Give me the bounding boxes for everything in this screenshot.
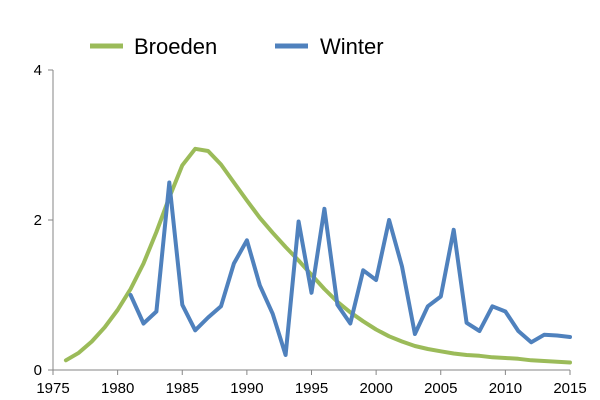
y-tick-label: 2 (34, 212, 42, 229)
x-tick-label: 1980 (101, 380, 134, 397)
x-tick-label: 2010 (489, 380, 522, 397)
x-tick-label: 2015 (553, 380, 586, 397)
series-layer (63, 146, 572, 365)
series-line-winter (128, 180, 572, 357)
x-tick-label: 1985 (166, 380, 199, 397)
series-line-broeden (63, 146, 572, 365)
x-tick-label: 2000 (359, 380, 392, 397)
legend: Broeden Winter (90, 34, 384, 59)
y-tick-label: 0 (34, 362, 42, 379)
legend-label-winter: Winter (320, 34, 384, 59)
x-tick-label: 1990 (230, 380, 263, 397)
legend-label-broeden: Broeden (134, 34, 217, 59)
y-tick-label: 4 (34, 62, 42, 79)
x-tick-label: 1995 (295, 380, 328, 397)
axes: 0 2 4 1975 1980 1985 1990 1995 2000 2005 2010 2015 (34, 62, 587, 397)
x-tick-label: 1975 (36, 380, 69, 397)
x-tick-label: 2005 (424, 380, 457, 397)
